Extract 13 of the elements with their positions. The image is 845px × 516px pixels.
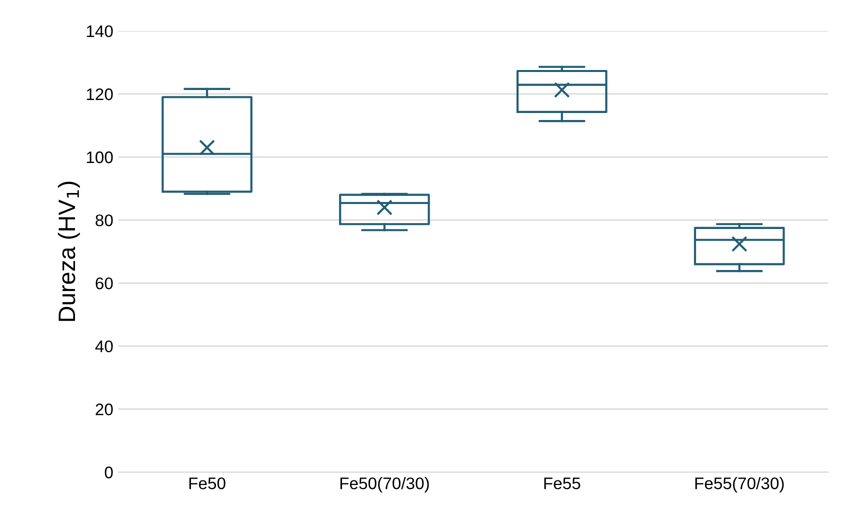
y-tick-label: 40: [95, 340, 113, 352]
y-tick-label: 80: [96, 214, 113, 226]
y-axis-title: Dureza (HV$_{1}$): [58, 182, 80, 321]
y-tick-label: 0: [104, 466, 113, 478]
y-tick-label: 60: [96, 277, 113, 290]
x-tick-label: Fe50(70/30): [340, 477, 429, 493]
y-tick-label: 100: [86, 151, 113, 164]
y-tick-label: 140: [86, 25, 113, 38]
x-tick-label: Fe50: [189, 477, 226, 490]
x-tick-label: Fe55(70/30): [695, 477, 784, 493]
x-tick-label: Fe55: [544, 478, 580, 490]
y-tick-label: 20: [96, 404, 113, 416]
y-tick-label: 120: [86, 88, 113, 100]
